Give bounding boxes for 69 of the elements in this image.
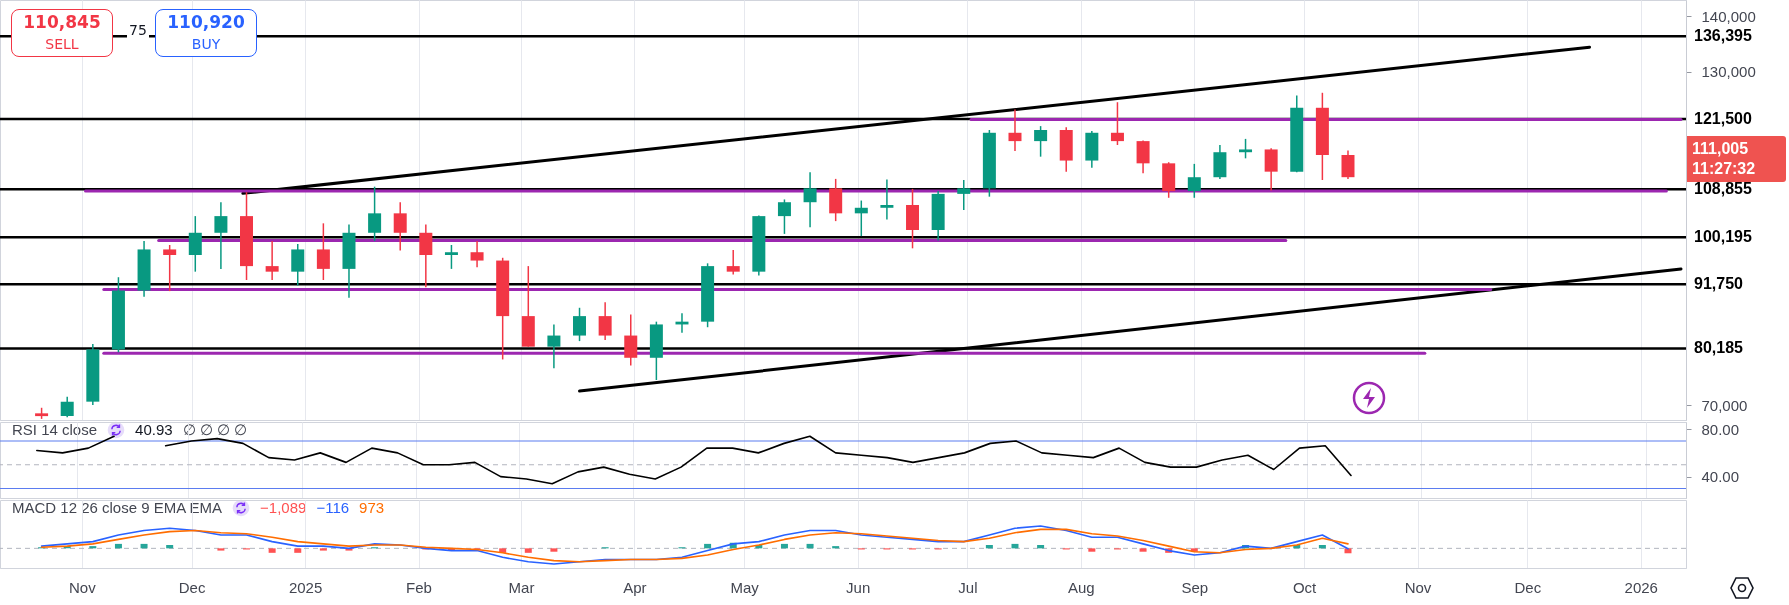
candlestick bbox=[777, 198, 791, 235]
ref-line-label: 91,750 bbox=[1694, 275, 1744, 293]
annotation: −1,089 bbox=[260, 499, 307, 516]
annotation: 75 bbox=[127, 22, 149, 38]
candlestick bbox=[470, 240, 484, 268]
x-tick-label: May bbox=[730, 578, 760, 596]
annotation: SELL bbox=[45, 36, 79, 52]
y-tick-label: 130,000 bbox=[1701, 63, 1756, 81]
candlestick bbox=[1110, 101, 1124, 146]
candlestick bbox=[1136, 139, 1150, 175]
y-tick-label: 70,000 bbox=[1701, 396, 1748, 414]
x-tick-label: Apr bbox=[623, 578, 647, 596]
annotation: 110,920 bbox=[166, 12, 246, 33]
ref-line-label: 121,500 bbox=[1694, 109, 1752, 127]
x-tick-label: 2026 bbox=[1624, 578, 1658, 596]
candlestick bbox=[854, 199, 868, 237]
candlestick bbox=[214, 201, 228, 270]
candlestick bbox=[163, 244, 177, 292]
x-tick-label: Nov bbox=[69, 578, 97, 596]
y-tick-label: 80.00 bbox=[1701, 420, 1740, 438]
x-tick-label: Sep bbox=[1181, 578, 1209, 596]
candlestick bbox=[393, 201, 407, 252]
text: 111,005 bbox=[1692, 139, 1750, 159]
annotation: 110,845 bbox=[22, 12, 102, 33]
candlestick bbox=[547, 323, 561, 370]
x-tick-label: Feb bbox=[406, 578, 432, 596]
x-tick-label: Oct bbox=[1292, 578, 1318, 596]
candlestick bbox=[444, 244, 458, 270]
ref-line-label: 136,395 bbox=[1694, 27, 1752, 45]
x-tick-label: Jul bbox=[958, 578, 978, 596]
chart-title: MACD 12 26 close 9 EMA EMA bbox=[12, 499, 223, 516]
chart-title: RSI 14 close bbox=[12, 421, 98, 438]
candlestick bbox=[1187, 163, 1201, 199]
candlestick bbox=[291, 243, 305, 287]
y-tick-label: 40.00 bbox=[1701, 468, 1740, 486]
candlestick bbox=[573, 307, 587, 342]
candlestick bbox=[368, 185, 382, 242]
ref-line-label: 100,195 bbox=[1694, 228, 1752, 246]
x-tick-label: Dec bbox=[1514, 578, 1542, 596]
annotation: BUY bbox=[191, 36, 221, 52]
candlestick bbox=[188, 215, 202, 273]
candlestick bbox=[598, 301, 612, 341]
candlestick bbox=[624, 313, 638, 367]
candlestick bbox=[419, 223, 433, 288]
x-tick-label: Mar bbox=[508, 578, 535, 596]
x-tick-label: Nov bbox=[1404, 578, 1432, 596]
candlestick bbox=[1341, 149, 1355, 180]
annotation: 40.93 bbox=[135, 421, 173, 438]
x-tick-label: Dec bbox=[178, 578, 206, 596]
candlestick bbox=[880, 178, 894, 221]
annotation: 973 bbox=[359, 499, 385, 516]
candlestick bbox=[726, 249, 740, 276]
x-tick-label: Jun bbox=[846, 578, 871, 596]
candlestick bbox=[1008, 108, 1022, 152]
candlestick bbox=[316, 222, 330, 281]
ref-line-label: 80,185 bbox=[1694, 339, 1744, 357]
candlestick bbox=[60, 395, 74, 418]
x-tick-label: 2025 bbox=[288, 578, 323, 596]
candlestick bbox=[1264, 147, 1278, 192]
candlestick bbox=[957, 179, 971, 211]
ref-line-label: 108,855 bbox=[1694, 180, 1752, 198]
candlestick bbox=[1239, 138, 1253, 160]
candlestick bbox=[803, 171, 817, 228]
annotation: −116 bbox=[316, 499, 350, 516]
y-tick-label: 140,000 bbox=[1701, 7, 1756, 25]
candlestick bbox=[1034, 125, 1048, 158]
x-tick-label: Aug bbox=[1068, 578, 1095, 596]
text: 11:27:32 bbox=[1692, 159, 1757, 179]
candlestick bbox=[265, 240, 279, 281]
